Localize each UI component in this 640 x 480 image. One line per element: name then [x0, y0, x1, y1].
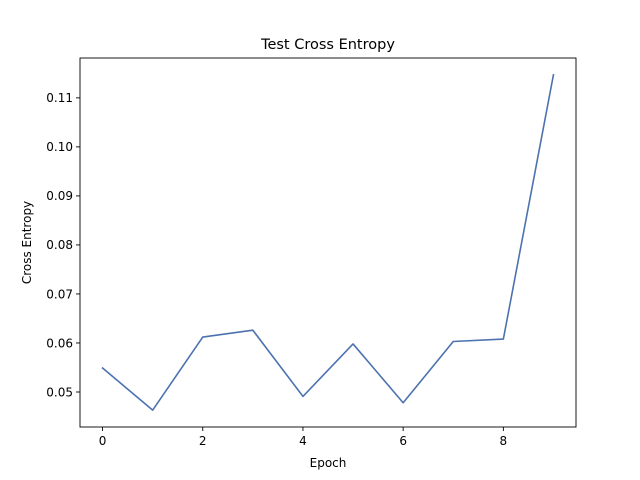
x-tick-label: 6: [399, 434, 407, 448]
y-axis-label: Cross Entropy: [20, 201, 34, 284]
x-tick-label: 4: [299, 434, 307, 448]
x-axis: 0 2 4 6 8: [99, 427, 507, 448]
y-tick-label: 0.10: [46, 140, 73, 154]
y-tick-label: 0.07: [46, 287, 73, 301]
x-tick-label: 8: [500, 434, 508, 448]
plot-area: [101, 73, 555, 411]
chart-title: Test Cross Entropy: [260, 37, 395, 53]
y-tick-label: 0.08: [46, 238, 73, 252]
series-line-0: [101, 73, 555, 411]
y-tick-label: 0.09: [46, 189, 73, 203]
axes-frame: [79, 57, 577, 428]
x-tick-label: 0: [99, 434, 107, 448]
y-tick-label: 0.06: [46, 336, 73, 350]
x-tick-label: 2: [199, 434, 207, 448]
y-tick-label: 0.11: [46, 91, 73, 105]
y-axis: 0.05 0.06 0.07 0.08 0.09 0.10 0.11: [46, 91, 80, 399]
y-tick-label: 0.05: [46, 385, 73, 399]
x-axis-label: Epoch: [310, 456, 347, 470]
